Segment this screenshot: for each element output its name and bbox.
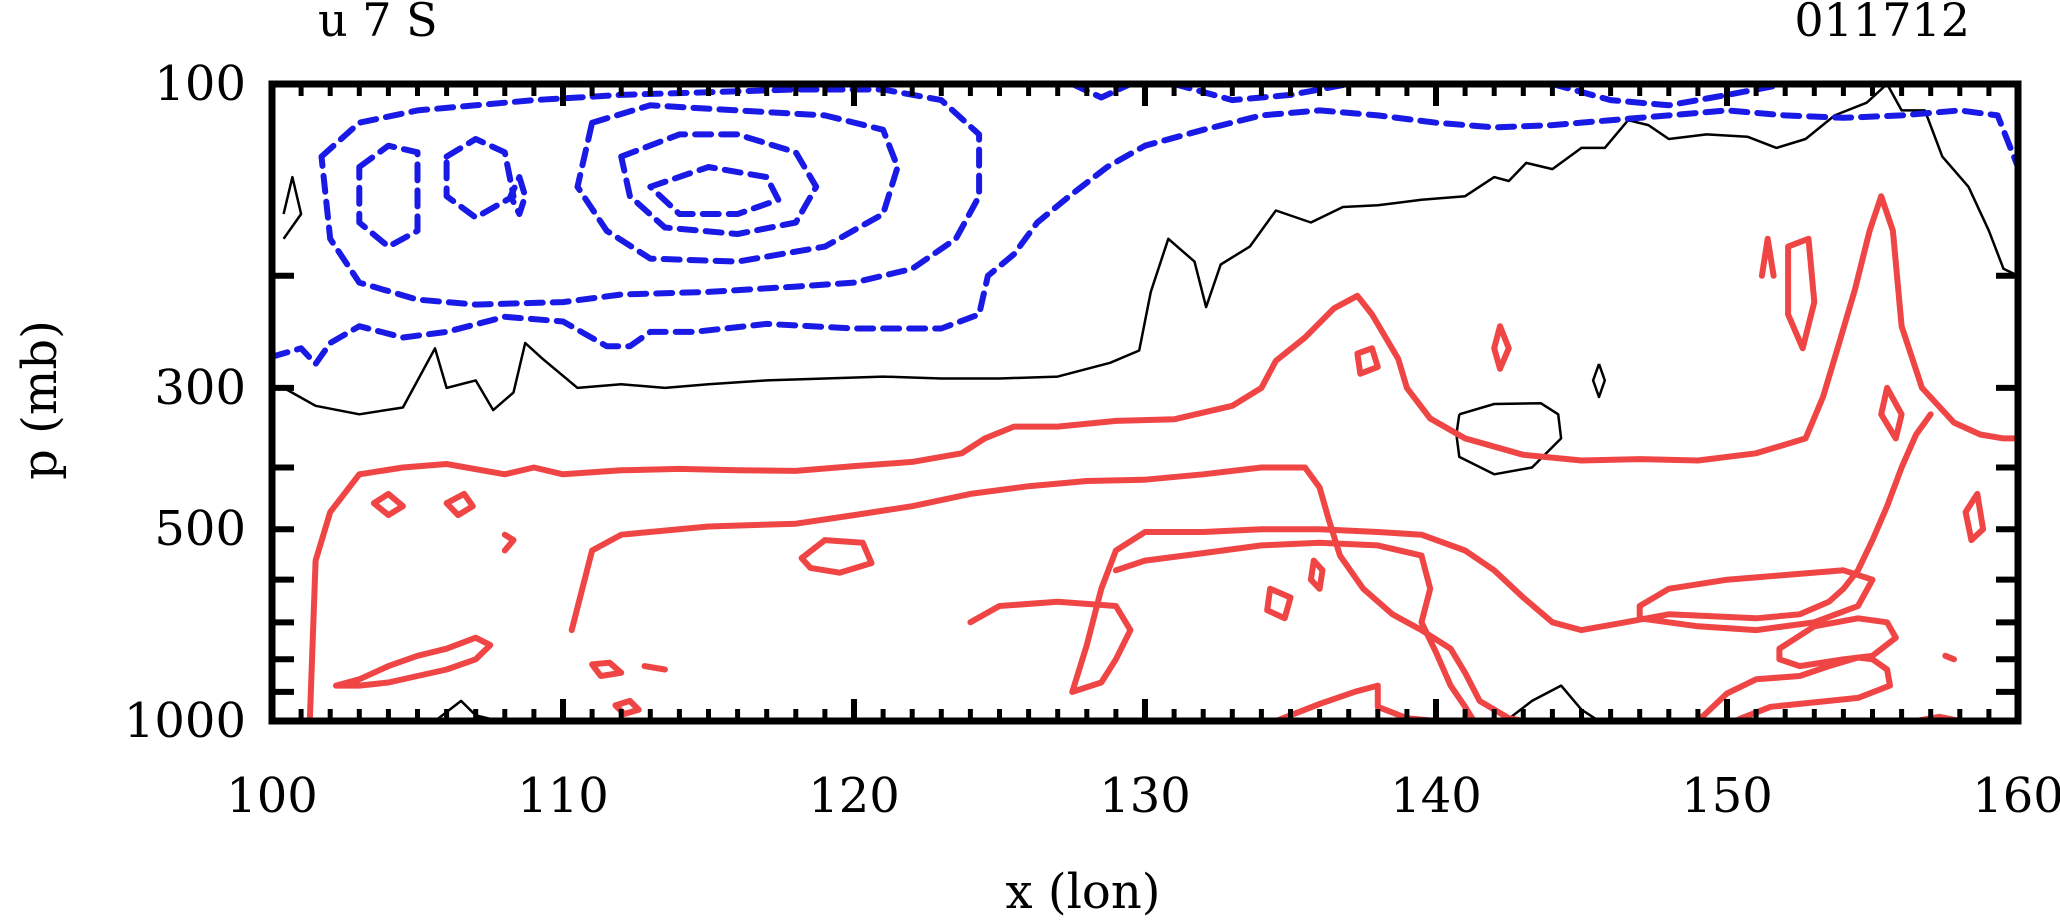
plot-frame (268, 80, 2022, 725)
y-tick-label: 1000 (124, 693, 246, 749)
x-tick-label: 150 (1681, 768, 1773, 824)
contour-positive (1272, 682, 1439, 721)
contour-negative (1549, 84, 1789, 109)
contour-negative (1069, 84, 1134, 101)
contour-positive (306, 193, 2018, 721)
contour-positive (333, 634, 494, 689)
contour-negative (618, 131, 820, 237)
contour-positive (1354, 345, 1381, 377)
contour-layer (272, 84, 2018, 721)
contour-positive (1785, 235, 1818, 352)
x-axis-label: x (lon) (1006, 864, 1161, 920)
contour-positive (1758, 235, 1777, 279)
contour-positive (1636, 567, 1876, 634)
contour-positive (1942, 652, 1957, 663)
contour-zero (1886, 84, 2018, 277)
y-tick-label: 500 (154, 501, 246, 557)
chart-title-right: 011712 (1794, 0, 1970, 47)
x-tick-label: 160 (1972, 768, 2060, 824)
tick-marks (269, 81, 2021, 724)
contour-negative (574, 102, 901, 265)
contour-negative (507, 174, 529, 217)
contour-positive (1069, 411, 1934, 695)
contour-negative (443, 136, 517, 221)
contour-zero (282, 175, 303, 240)
x-tick-label: 130 (1099, 768, 1191, 824)
series-zero (282, 84, 2018, 721)
contour-positive (501, 531, 517, 554)
contour-positive (1878, 384, 1905, 442)
contour-positive (1112, 539, 1477, 721)
contour-zero (1591, 363, 1607, 399)
contour-negative (647, 164, 782, 217)
contour-positive (1264, 585, 1294, 622)
x-tick-label: 100 (226, 768, 318, 824)
y-axis-label: p (mb) (12, 320, 68, 480)
series-positive (306, 193, 2018, 721)
contour-zero (1505, 684, 1600, 721)
contour-positive (443, 490, 476, 519)
contour-positive (370, 490, 406, 519)
chart-title-left: u 7 S (318, 0, 438, 47)
contour-positive (641, 663, 668, 673)
contour-zero (1455, 401, 1563, 476)
contour-zero (282, 84, 1888, 416)
contour-negative (272, 107, 2018, 367)
contour-positive (589, 659, 625, 679)
y-tick-label: 300 (154, 360, 246, 416)
contour-positive (1694, 654, 1893, 721)
contour-positive (1307, 557, 1326, 592)
contour-negative (356, 142, 421, 250)
contour-negative (318, 86, 983, 308)
contour-positive (798, 537, 875, 576)
y-tick-label: 100 (154, 56, 246, 112)
contour-positive (967, 598, 1134, 695)
contour-positive (1962, 490, 1987, 544)
contour-positive (568, 464, 1527, 721)
contour-positive (1491, 323, 1512, 372)
x-tick-label: 110 (517, 768, 609, 824)
x-tick-label: 140 (1390, 768, 1482, 824)
x-tick-label: 120 (808, 768, 900, 824)
contour-positive (1776, 615, 1899, 670)
x-tick-labels: 100 110 120 130 140 150 160 (226, 768, 2060, 824)
y-tick-labels: 100 300 500 1000 (124, 56, 246, 749)
